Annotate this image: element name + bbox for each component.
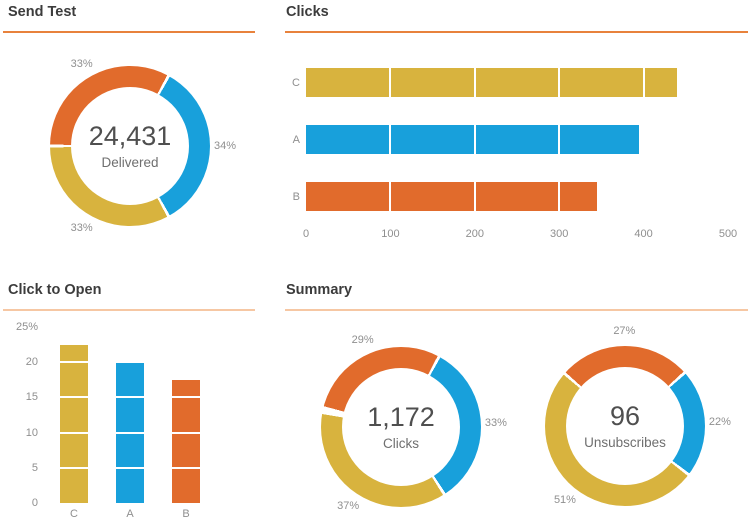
segment-percent-label: 22% xyxy=(708,416,731,429)
panel-underline-click-to-open xyxy=(3,309,255,311)
click-to-open-category-label-C: C xyxy=(70,508,78,520)
click-to-open-bar-C[interactable] xyxy=(60,344,88,503)
summary-unsubscribes-donut-chart[interactable]: 96 Unsubscribes 27% 22% 51% xyxy=(545,325,731,506)
y-axis-tick-25: 25% xyxy=(15,321,38,333)
summary-clicks-donut-center: 1,172 Clicks xyxy=(342,368,460,486)
y-axis-tick-0: 0 xyxy=(31,497,38,509)
x-axis-tick-400: 400 xyxy=(634,228,653,240)
clicks-bar-A[interactable] xyxy=(306,125,640,154)
panel-title-send-test: Send Test xyxy=(8,4,77,20)
segment-percent-label: 34% xyxy=(213,140,237,152)
unsubscribes-label: Unsubscribes xyxy=(584,434,666,450)
y-axis-tick-10: 10 xyxy=(25,426,38,439)
summary-unsubscribes-donut-center: 96 Unsubscribes xyxy=(566,367,684,485)
x-axis-tick-300: 300 xyxy=(550,228,569,240)
segment-percent-label: 33% xyxy=(70,58,93,71)
panel-underline-send-test xyxy=(3,31,255,33)
send-test-donut-center: 24,431 Delivered xyxy=(71,87,189,205)
click-to-open-category-label-B: B xyxy=(182,508,190,520)
segment-percent-label: 29% xyxy=(351,334,374,347)
x-axis-tick-200: 200 xyxy=(465,228,484,240)
segment-percent-label: 27% xyxy=(613,325,636,338)
x-axis-tick-500: 500 xyxy=(718,228,738,240)
panel-title-summary: Summary xyxy=(286,282,353,298)
panel-underline-clicks xyxy=(285,31,748,33)
clicks-bar-B[interactable] xyxy=(306,182,598,211)
clicks-bar-C[interactable] xyxy=(306,68,678,97)
click-to-open-category-label-A: A xyxy=(126,508,134,520)
y-axis-tick-20: 20 xyxy=(25,356,38,369)
gridline xyxy=(389,60,392,218)
send-test-donut-chart[interactable]: 24,431 Delivered 33% 34% 33% xyxy=(50,58,236,234)
panel-underline-summary xyxy=(285,309,748,311)
segment-percent-label: 51% xyxy=(553,493,576,506)
segment-percent-label: 33% xyxy=(484,417,507,430)
gridline xyxy=(727,60,729,218)
delivered-count: 24,431 xyxy=(88,121,172,152)
x-axis-tick-100: 100 xyxy=(381,228,400,240)
delivered-label: Delivered xyxy=(101,154,159,170)
click-to-open-bar-chart: C A B 25% 20 15 10 5 0 xyxy=(16,321,214,520)
gridline xyxy=(642,60,645,218)
gridline xyxy=(46,361,214,364)
clicks-count: 1,172 xyxy=(367,402,435,433)
clicks-bar-chart: C A B 0 100 200 300 400 500 xyxy=(292,60,737,240)
clicks-category-label-C: C xyxy=(292,76,300,89)
summary-clicks-donut-chart[interactable]: 1,172 Clicks 29% 33% 37% xyxy=(321,334,507,512)
y-axis-tick-5: 5 xyxy=(31,461,38,474)
panel-title-clicks: Clicks xyxy=(286,4,329,20)
clicks-category-label-B: B xyxy=(292,190,300,203)
gridline xyxy=(46,431,214,434)
gridline xyxy=(46,396,214,399)
x-axis-tick-0: 0 xyxy=(302,228,310,240)
clicks-label: Clicks xyxy=(383,435,419,451)
segment-percent-label: 37% xyxy=(337,499,360,512)
segment-percent-label: 33% xyxy=(70,221,93,234)
gridline xyxy=(473,60,476,218)
gridline xyxy=(558,60,561,218)
gridline xyxy=(46,466,214,469)
click-to-open-bar-B[interactable] xyxy=(172,379,200,503)
panel-title-click-to-open: Click to Open xyxy=(8,282,102,298)
y-axis-tick-15: 15 xyxy=(25,391,38,404)
unsubscribes-count: 96 xyxy=(609,401,641,432)
clicks-category-label-A: A xyxy=(292,133,300,146)
